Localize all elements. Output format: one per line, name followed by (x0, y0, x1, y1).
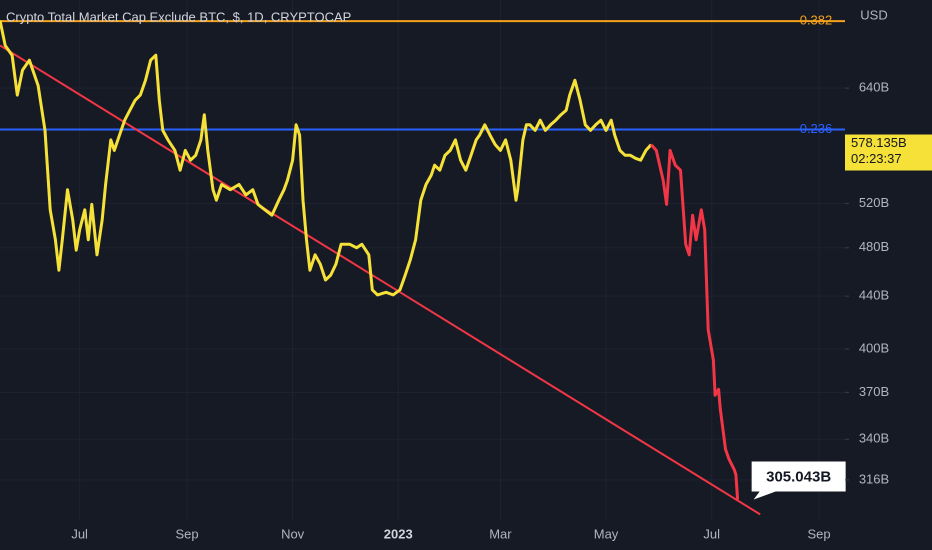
countdown-label: 02:23:37 (851, 151, 902, 166)
x-tick-label: May (594, 526, 619, 541)
y-tick-label: 520B (859, 195, 889, 210)
x-tick-label: Sep (175, 526, 198, 541)
x-tick-label: Nov (281, 526, 305, 541)
x-tick-label: Sep (807, 526, 830, 541)
y-tick-label: 480B (859, 239, 889, 254)
callout-box (751, 461, 846, 500)
fib-level-label: 0.236 (800, 121, 833, 136)
x-tick-label: Jul (703, 526, 720, 541)
plot-area: 305.043B (0, 20, 846, 516)
trendline (0, 44, 761, 516)
currency-label: USD (860, 7, 887, 22)
fib-level-label: 0.382 (800, 13, 833, 28)
data-label: 305.043B (766, 468, 831, 485)
y-tick-label: 340B (859, 431, 889, 446)
x-tick-label: 2023 (384, 526, 413, 541)
last-price-tag (845, 134, 932, 171)
x-tick-label: Mar (489, 526, 512, 541)
chart-title: Crypto Total Market Cap Exclude BTC, $, … (6, 9, 351, 24)
y-tick-label: 400B (859, 340, 889, 355)
grid (0, 0, 845, 520)
y-tick-label: 640B (859, 80, 889, 95)
x-tick-label: Jul (71, 526, 88, 541)
price-line (649, 143, 740, 500)
axes: 640B 520B 480B 440B 400B 370B 340B 316B Jul Sep No… (71, 13, 932, 541)
y-tick-label: 440B (859, 288, 889, 303)
y-tick-label: 316B (859, 471, 889, 486)
price-line (0, 20, 653, 297)
last-price-label: 578.135B (851, 135, 907, 150)
y-tick-label: 370B (859, 384, 889, 399)
